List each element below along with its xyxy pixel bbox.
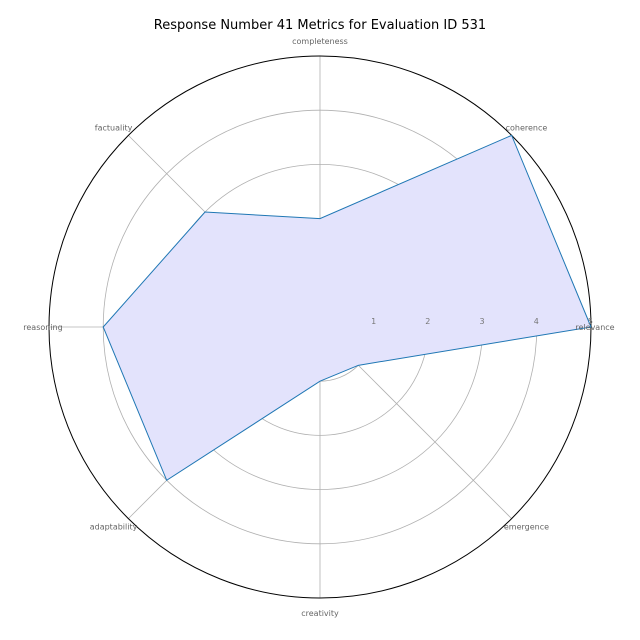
chart-title: Response Number 41 Metrics for Evaluatio…	[154, 18, 486, 33]
axis-label-adaptability: adaptability	[90, 522, 138, 531]
radial-tick-1: 1	[371, 317, 376, 326]
series-fill-0	[103, 135, 591, 481]
axis-label-completeness: completeness	[292, 37, 348, 46]
radial-tick-3: 3	[480, 317, 485, 326]
axis-labels: relevance coherence completeness factuality…	[23, 37, 614, 618]
axis-label-reasoning: reasoning	[23, 323, 62, 332]
axis-label-creativity: creativity	[301, 609, 339, 618]
radial-tick-4: 4	[534, 317, 539, 326]
axis-label-emergence: emergence	[504, 522, 549, 531]
radial-tick-2: 2	[425, 317, 430, 326]
radial-tick-5: 5	[588, 317, 593, 326]
axis-label-factuality: factuality	[95, 124, 133, 133]
axis-label-coherence: coherence	[506, 124, 548, 133]
radial-ticks: 1 2 3 4 5	[371, 317, 593, 326]
axis-label-relevance: relevance	[575, 323, 614, 332]
series-layer	[102, 134, 592, 482]
